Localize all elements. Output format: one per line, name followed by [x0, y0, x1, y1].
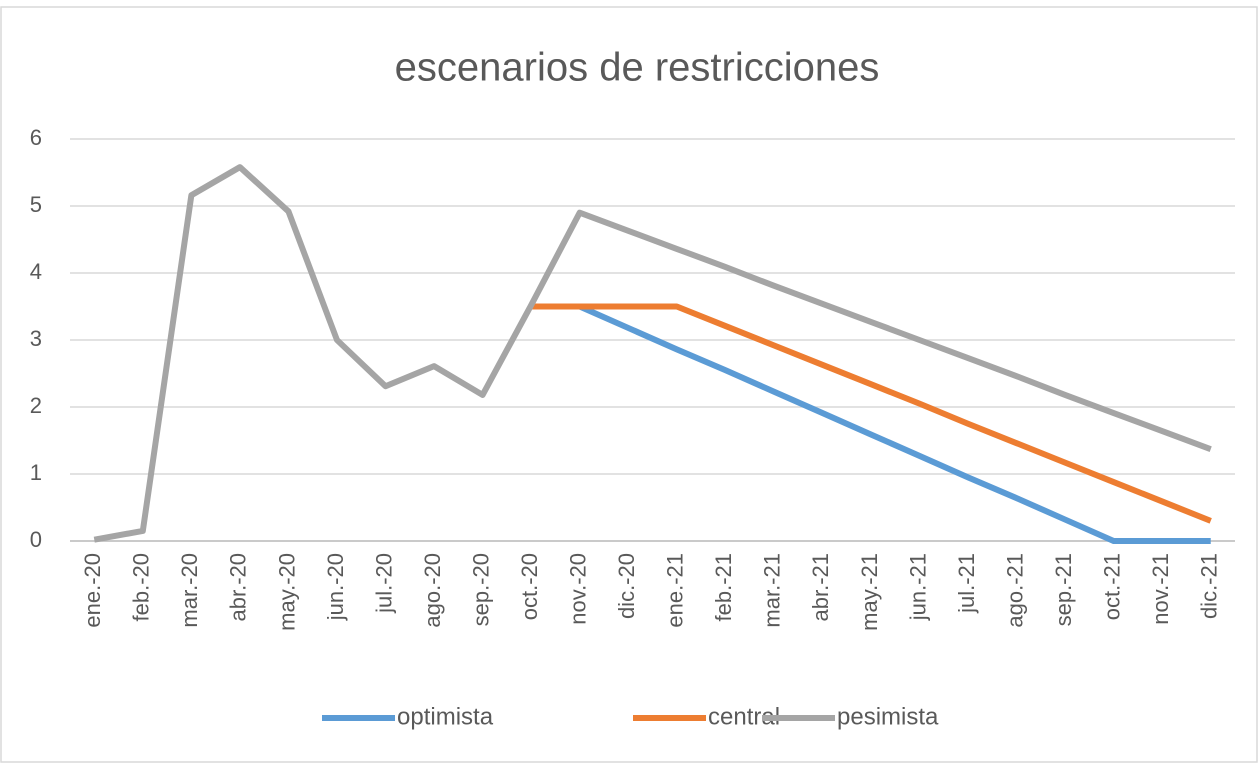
x-tick-label: mar.-21: [760, 553, 785, 628]
x-tick-label: nov.-20: [566, 553, 591, 625]
x-tick-label: oct.-21: [1099, 553, 1124, 620]
x-tick-label: jul.-21: [954, 553, 979, 614]
x-tick-label: ago.-21: [1002, 553, 1027, 628]
x-tick-label: nov.-21: [1148, 553, 1173, 625]
x-tick-label: may.-20: [274, 553, 299, 631]
series-line: [93, 164, 1212, 543]
y-tick-label: 5: [30, 192, 42, 217]
legend-label: optimista: [397, 703, 494, 730]
y-tick-label: 6: [30, 125, 42, 150]
y-tick-label: 1: [30, 460, 42, 485]
x-tick-label: ago.-20: [420, 553, 445, 628]
legend-label: pesimista: [837, 703, 939, 730]
y-tick-label: 4: [30, 259, 42, 284]
x-tick-label: ene.-21: [663, 553, 688, 628]
chart-border: [0, 6, 1258, 763]
x-tick-label: dic.-20: [614, 553, 639, 619]
y-tick-label: 0: [30, 527, 42, 552]
x-tick-label: mar.-20: [177, 553, 202, 628]
x-tick-label: oct.-20: [517, 553, 542, 620]
series-line: [531, 303, 1211, 544]
x-tick-label: sep.-21: [1051, 553, 1076, 626]
x-tick-label: feb.-20: [129, 553, 154, 622]
x-tick-label: jul.-20: [371, 553, 396, 614]
x-tick-label: jun.-20: [323, 553, 348, 621]
y-tick-label: 2: [30, 393, 42, 418]
x-tick-label: ene.-20: [80, 553, 105, 628]
y-tick-label: 3: [30, 326, 42, 351]
series-line: [531, 303, 1212, 524]
chart-title: escenarios de restricciones: [395, 46, 880, 90]
x-tick-label: abr.-21: [808, 553, 833, 622]
x-tick-label: jun.-21: [905, 553, 930, 621]
x-tick-label: abr.-20: [226, 553, 251, 622]
x-tick-label: feb.-21: [711, 553, 736, 622]
x-tick-label: sep.-20: [468, 553, 493, 626]
x-tick-label: dic.-21: [1197, 553, 1222, 619]
x-tick-label: may.-21: [857, 553, 882, 631]
